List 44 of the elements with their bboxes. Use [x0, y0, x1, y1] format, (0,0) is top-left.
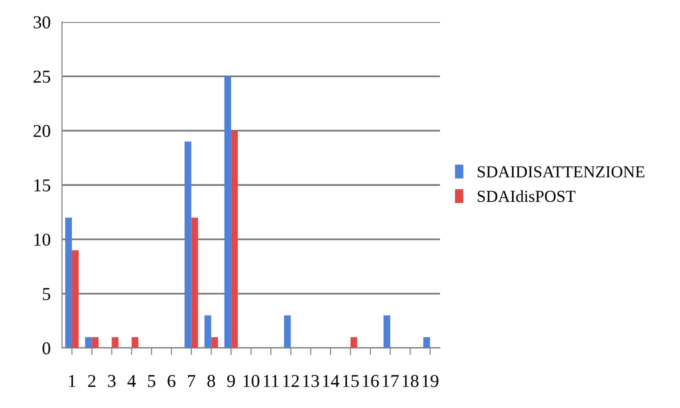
bar — [132, 337, 138, 348]
x-tick-label: 3 — [108, 374, 116, 388]
x-tick-label: 2 — [88, 374, 96, 387]
y-tick-label: 20 — [34, 124, 50, 138]
bar — [224, 76, 232, 348]
x-tick-label: 15 — [343, 375, 359, 388]
x-tick-label: 4 — [127, 375, 136, 387]
legend-label: SDAIdisPOST — [478, 190, 576, 202]
bar — [85, 337, 92, 348]
x-tick-label: 5 — [148, 375, 156, 388]
bar — [423, 337, 430, 348]
x-tick-label: 16 — [362, 374, 379, 388]
legend-label: SDAIDISATTENZIONE — [478, 166, 644, 178]
x-tick-label: 10 — [244, 374, 260, 388]
x-tick-label: 6 — [168, 374, 176, 388]
bar — [204, 315, 212, 348]
y-tick-label: 10 — [34, 234, 50, 246]
bar — [191, 218, 198, 348]
x-tick-label: 7 — [188, 375, 196, 387]
x-tick-label: 17 — [382, 375, 399, 387]
bar — [284, 315, 291, 348]
bar — [92, 337, 99, 348]
x-tick-label: 11 — [264, 375, 278, 387]
y-tick-label: 15 — [34, 179, 50, 192]
y-tick-label: 5 — [42, 288, 50, 300]
x-tick-label: 19 — [422, 374, 438, 388]
x-tick-label: 8 — [207, 374, 216, 388]
x-tick-label: 14 — [323, 375, 340, 387]
bar — [231, 130, 238, 348]
bar — [211, 337, 218, 348]
x-tick-label: 18 — [402, 374, 418, 388]
y-tick-label: 30 — [34, 16, 50, 28]
bar — [72, 250, 79, 348]
bar — [184, 142, 192, 348]
bar — [350, 337, 358, 348]
x-tick-label: 1 — [69, 375, 76, 387]
x-tick-label: 12 — [283, 374, 299, 387]
x-tick-label: 9 — [227, 374, 235, 388]
bar — [112, 337, 118, 348]
bar — [384, 315, 390, 348]
y-tick-label: 0 — [42, 342, 50, 354]
bar — [65, 218, 72, 348]
y-tick-label: 25 — [34, 70, 50, 83]
x-tick-label: 13 — [303, 374, 320, 388]
